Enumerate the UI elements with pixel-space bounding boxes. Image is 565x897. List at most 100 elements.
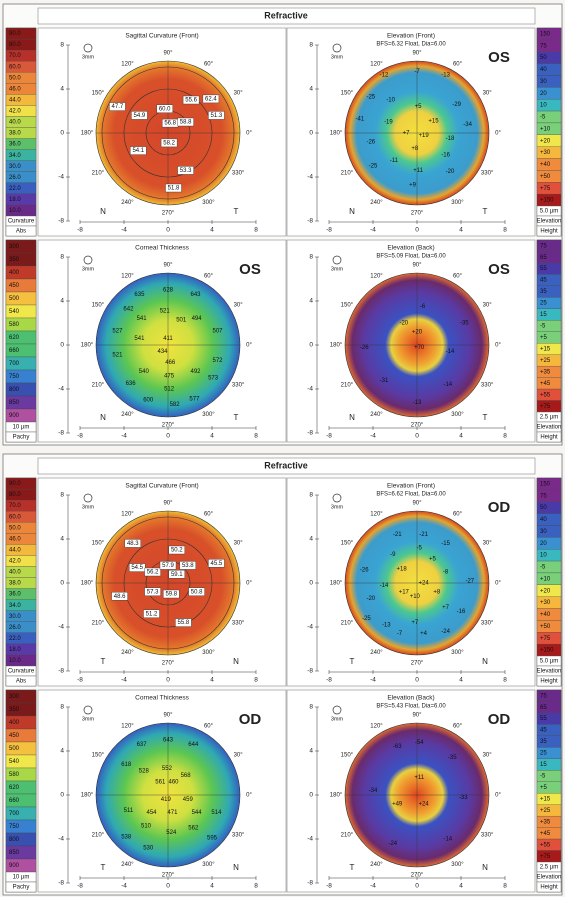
angle-label: 30°	[483, 541, 493, 547]
map-value: 582	[170, 402, 181, 408]
scale-label: 60.0	[9, 64, 21, 70]
map-value: 53.8	[182, 563, 194, 569]
map-value: -8	[443, 570, 449, 576]
scale-label: 75	[540, 43, 547, 49]
scale-label: 350	[9, 257, 20, 263]
scale-label: +35	[540, 369, 551, 375]
map-value: 510	[141, 823, 152, 829]
angle-label: 60°	[204, 61, 214, 67]
map-value: 595	[207, 835, 218, 841]
scale-label: +50	[540, 624, 551, 630]
scale-label: 620	[9, 785, 20, 791]
eye-label: OD	[239, 711, 262, 728]
map-value: +70	[414, 345, 425, 351]
x-tick-label: 8	[503, 677, 507, 684]
map-value: 562	[188, 826, 199, 832]
x-tick-label: -4	[121, 433, 127, 440]
map-value: 59.8	[165, 592, 177, 598]
scale-label: 22.0	[9, 636, 21, 642]
side-label: N	[349, 207, 355, 216]
scale-footer: 10 µm	[13, 425, 30, 431]
angle-label: 270°	[162, 661, 175, 667]
y-tick-label: 8	[60, 704, 64, 711]
scale-label: +30	[540, 600, 551, 606]
map-value: -14	[380, 583, 389, 589]
map-value: +17	[399, 589, 410, 595]
scale-label: 40.0	[9, 570, 21, 576]
scale-label: +40	[540, 612, 551, 618]
map-title: Corneal Thickness	[135, 695, 189, 702]
map-value: 643	[163, 738, 174, 744]
x-tick-label: -4	[121, 227, 127, 234]
scale-label: 300	[9, 694, 20, 700]
scale-label: 540	[9, 759, 20, 765]
scale-label: +15	[540, 797, 551, 803]
map-value: 56.2	[147, 570, 159, 576]
angle-label: 120°	[370, 61, 383, 67]
map-value: 47.7	[112, 104, 124, 110]
scale-icon-label: 3mm	[82, 54, 95, 60]
scale-label: 800	[9, 837, 20, 843]
angle-label: 0°	[246, 131, 252, 137]
scale-label: 38.0	[9, 131, 21, 137]
map-value: +7	[403, 131, 411, 137]
angle-label: 210°	[341, 171, 354, 177]
scale-label: +10	[540, 126, 551, 132]
map-value: 57.9	[162, 563, 174, 569]
scale-label: +75	[540, 854, 551, 860]
angle-label: 150°	[341, 753, 354, 759]
map-value: 514	[211, 810, 222, 816]
scale-label: 15	[540, 762, 547, 768]
map-value: 636	[126, 381, 137, 387]
map-value: 635	[134, 292, 145, 298]
x-tick-label: 0	[415, 433, 419, 440]
map-value: 54.9	[134, 113, 146, 119]
scale-label: 42.0	[9, 559, 21, 565]
x-tick-label: 0	[166, 677, 170, 684]
panel-title: Refractive	[264, 10, 308, 20]
angle-label: 300°	[202, 412, 215, 418]
map-value: 51.3	[211, 113, 223, 119]
x-tick-label: 4	[459, 883, 463, 890]
angle-label: 210°	[341, 383, 354, 389]
y-tick-label: -4	[58, 174, 64, 181]
scale-label: +75	[540, 186, 551, 192]
angle-label: 240°	[370, 862, 383, 868]
y-tick-label: -4	[58, 386, 64, 393]
y-tick-label: -8	[307, 880, 313, 887]
angle-label: 210°	[92, 383, 105, 389]
angle-label: 90°	[163, 263, 173, 269]
angle-label: 240°	[121, 200, 134, 206]
map-value: -54	[415, 740, 424, 746]
map-value: -63	[393, 744, 402, 750]
angle-label: 240°	[121, 862, 134, 868]
angle-label: 60°	[453, 723, 463, 729]
y-tick-label: -8	[307, 430, 313, 437]
map-value: -15	[441, 541, 450, 547]
scale-label: 850	[9, 400, 20, 406]
map-value: -27	[465, 578, 474, 584]
angle-label: 0°	[246, 581, 252, 587]
angle-label: 30°	[483, 753, 493, 759]
map-value: -14	[443, 837, 452, 843]
page: RefractiveSagittal Curvature (Front)3mm8…	[0, 0, 565, 897]
scale-footer: Height	[540, 885, 558, 891]
scale-label: -5	[540, 324, 546, 330]
angle-label: 60°	[453, 61, 463, 67]
y-tick-label: -8	[307, 218, 313, 225]
x-tick-label: -4	[121, 677, 127, 684]
scale-footer: Elevation	[537, 875, 562, 881]
angle-label: 120°	[370, 723, 383, 729]
map-value: 521	[112, 352, 123, 358]
side-label: T	[350, 657, 355, 666]
map-value: 54.5	[131, 565, 143, 571]
map-value: +5	[429, 556, 437, 562]
scale-label: 400	[9, 270, 20, 276]
angle-label: 120°	[370, 273, 383, 279]
angle-label: 150°	[92, 91, 105, 97]
map-value: -7	[414, 69, 420, 75]
scale-label: 25	[540, 751, 547, 757]
y-tick-label: 8	[60, 254, 64, 261]
map-value: 541	[137, 316, 148, 322]
angle-label: 270°	[162, 211, 175, 217]
